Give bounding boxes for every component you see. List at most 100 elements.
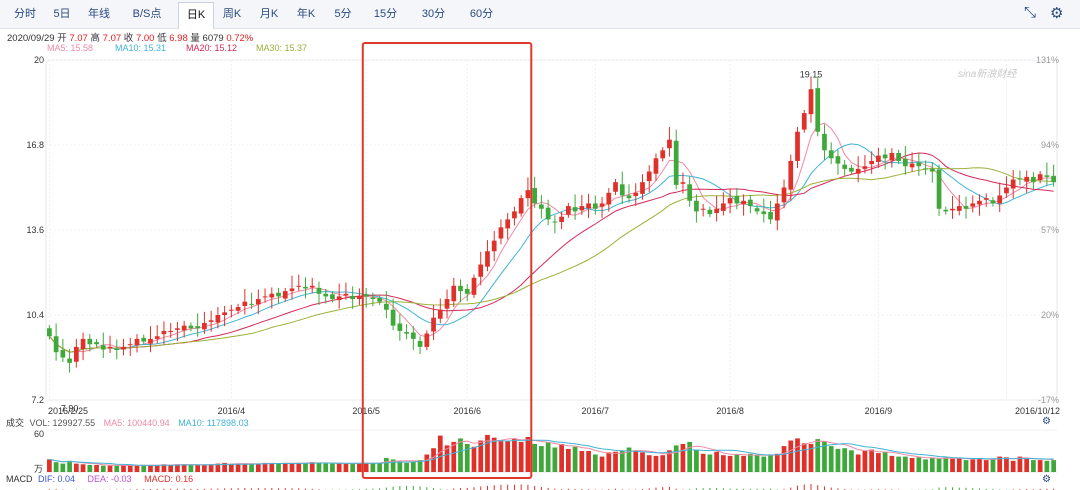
y-tick-label: 20 [34,55,44,65]
volume-bar [316,462,322,472]
macd-bar [675,488,677,490]
macd-panel-header: MACD DIF: 0.04 DEA: -0.03 MACD: 0.16 [6,474,193,484]
macd-settings-icon[interactable]: ⚙ [1042,474,1051,485]
candle-body [1017,178,1023,180]
volume-bar [525,437,531,472]
volume-bar [80,464,86,472]
volume-bar [282,462,288,472]
candle-body [431,317,436,332]
candle-body [384,303,389,310]
volume-bar [923,459,928,472]
macd-bar [695,488,697,490]
macd-bar [365,488,367,490]
tab-6[interactable]: 月K [259,8,279,20]
volume-bar [734,454,740,472]
tab-9[interactable]: 15分 [373,8,398,20]
macd-bar [493,485,495,490]
volume-bar [1004,457,1009,472]
volume-bar [478,440,484,472]
candle-body [296,285,302,287]
macd-bar [466,487,468,490]
macd-bar [655,487,657,490]
volume-bar [673,445,679,472]
candle-body [417,341,423,347]
tab-3[interactable]: B/S点 [132,8,162,20]
candle-body [997,195,1003,204]
candle-body [1031,176,1036,183]
macd-bar [527,484,529,490]
macd-bar [547,487,549,490]
candle-body [161,330,167,335]
volume-bar [370,462,376,472]
tab-1[interactable]: 5日 [53,8,71,20]
candle-body [876,155,881,162]
tab-0[interactable]: 分时 [14,8,36,20]
shrink-icon[interactable]: ⤡ [1024,4,1037,21]
volume-bar [222,462,227,472]
volume-bar [936,458,942,472]
candle-body [1037,174,1043,181]
x-tick-label: 2016/4 [218,406,246,416]
macd-bar [473,487,475,490]
tab-8[interactable]: 5分 [334,8,352,20]
candle-body [586,203,591,209]
macd-bar [426,487,428,490]
volume-bar [714,451,719,472]
low-label: 低 [157,33,167,44]
tab-10[interactable]: 30分 [421,8,446,20]
candle-body [747,199,753,207]
volume-bar [909,458,915,472]
pct-tick-label: 20% [1041,310,1059,320]
macd-bar [729,488,731,490]
macd-bar [480,486,482,490]
volume-bar [262,462,268,472]
volume-bar [154,465,160,472]
macd-title: MACD [6,474,33,484]
tab-2[interactable]: 年线 [88,8,110,20]
pct-tick-label: -17% [1038,395,1059,405]
candle-body [249,303,254,305]
tab-4[interactable]: 日K [178,2,214,29]
candle-body [255,299,261,305]
candle-body [397,323,403,331]
volume-bar [599,456,605,472]
volume-bar [565,448,571,472]
volume-bar [107,465,113,472]
tab-7[interactable]: 年K [296,8,316,20]
volume-bar [491,437,497,472]
macd-bar [372,488,374,490]
macd-bar [1053,488,1055,490]
volume-bar [680,444,686,472]
candle-body [80,338,86,349]
volume-bar [161,464,167,472]
candle-body [956,206,962,211]
volume-bar [916,457,922,472]
tab-5[interactable]: 周K [222,8,242,20]
macd-bar [958,487,960,490]
volume-bar [572,446,578,472]
macd-bar [985,488,987,490]
candle-body [215,315,221,323]
ma20-line [49,152,1054,353]
volume-bar [667,450,672,472]
volume-bar [67,460,72,472]
candle-body [572,207,578,212]
candle-body [202,322,207,330]
macd-bar [311,488,313,490]
candle-body [545,207,551,220]
candle-body [565,206,571,215]
candle-body [619,184,625,196]
candle-body [1024,176,1030,182]
candle-body [855,168,861,174]
candle-body [822,133,827,151]
macd-bar [736,488,738,490]
candle-body [774,203,780,221]
macd-bar [217,488,219,490]
candle-body [525,190,531,199]
x-tick-label: 2016/8 [716,406,744,416]
volume-bar [276,463,281,472]
settings-icon[interactable]: ⚙ [1050,5,1064,22]
tab-11[interactable]: 60分 [469,8,494,20]
volume-ma5: MA5: 100440.94 [103,418,170,428]
volume-settings-icon[interactable]: ⚙ [1042,416,1051,427]
